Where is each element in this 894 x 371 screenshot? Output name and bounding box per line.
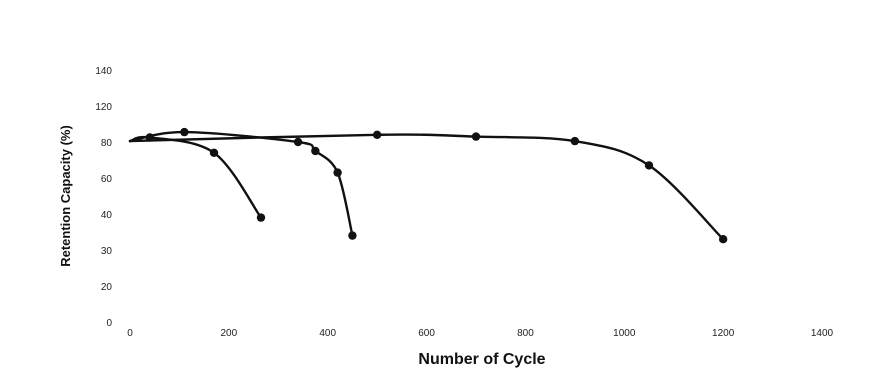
x-tick-label: 400: [319, 328, 336, 339]
y-tick-label: 0: [106, 318, 112, 329]
x-axis-title: Number of Cycle: [418, 351, 545, 368]
x-tick-label: 1000: [613, 328, 636, 339]
series-line-1: [128, 135, 263, 219]
series-line-3: [128, 133, 725, 241]
y-tick-label: 20: [101, 282, 113, 293]
y-axis-title: Retention Capacity (%): [58, 125, 73, 267]
data-point: [180, 127, 189, 137]
x-tick-label: 800: [517, 328, 534, 339]
y-tick-label: 120: [95, 102, 112, 113]
data-point: [293, 137, 303, 147]
x-tick-label: 1400: [811, 328, 834, 339]
x-tick-label: 600: [418, 328, 435, 339]
data-point: [348, 231, 357, 240]
y-tick-label: 30: [101, 246, 113, 257]
data-point: [333, 168, 342, 177]
data-point: [718, 235, 728, 244]
x-tick-label: 200: [221, 328, 238, 339]
x-tick-labels: 0 200 400 600 800 1000 1200 1400: [127, 328, 833, 339]
data-point: [311, 146, 320, 156]
x-tick-label: 1200: [712, 328, 735, 339]
data-point: [372, 130, 382, 139]
x-tick-label: 0: [127, 328, 133, 339]
data-point: [644, 161, 654, 170]
data-point: [256, 213, 266, 222]
y-tick-label: 60: [101, 174, 113, 185]
data-point: [570, 136, 580, 146]
y-tick-label: 40: [101, 210, 113, 221]
series-group: [128, 127, 728, 244]
data-point: [471, 132, 481, 141]
y-tick-labels: 140 120 80 60 40 30 20 0: [95, 66, 112, 329]
data-point: [209, 148, 219, 157]
y-tick-label: 140: [95, 66, 112, 77]
y-tick-label: 80: [101, 138, 113, 149]
